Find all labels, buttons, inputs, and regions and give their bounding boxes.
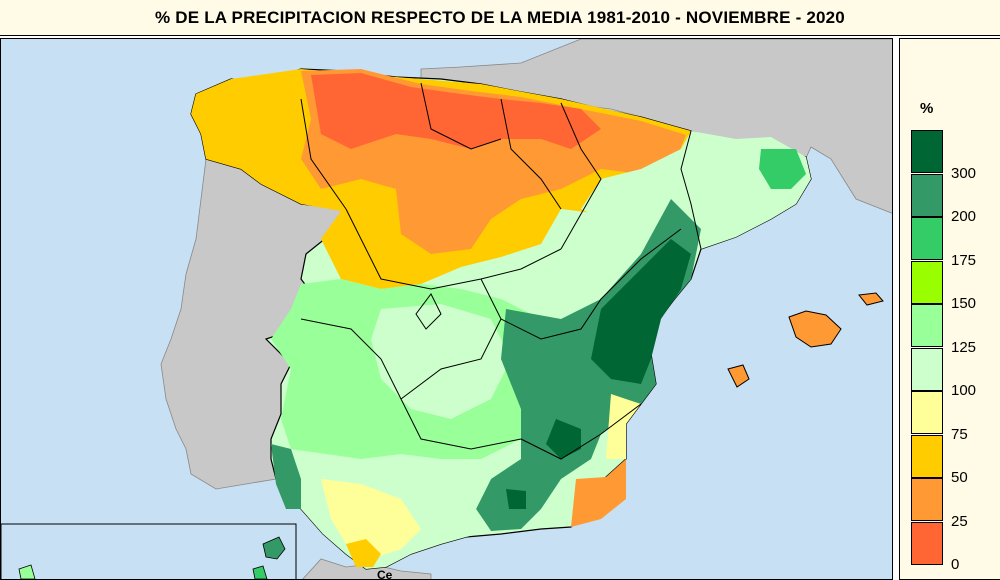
map-title: % DE LA PRECIPITACION RESPECTO DE LA MED… [155,7,845,27]
legend-label: 175 [951,251,977,269]
zone-catalonia-green [759,149,806,189]
canary-island-3 [18,564,36,579]
legend-label: 100 [951,382,977,399]
regional-borders [300,82,702,460]
legend-label: 150 [951,295,977,312]
legend-color-box [911,217,943,260]
zone-northeast-light [581,131,811,249]
legend-unit: % [920,100,934,117]
zone-central-pale [371,304,511,419]
legend-color-box [911,478,943,521]
zone-north-red [311,73,601,149]
legend-label: 0 [951,556,960,573]
legend-label: 25 [951,512,968,530]
legend-color-box [911,347,943,391]
legend-color-box [911,173,943,217]
precipitation-map: Ce [1,39,892,580]
zone-galicia-yellow [196,79,301,169]
canary-island-1 [262,536,286,560]
legend-color-box [911,260,943,304]
canary-island-2 [252,565,268,579]
zone-south-orange [346,539,381,567]
mallorca-island [788,310,842,348]
zone-murcia-darkest [546,419,581,459]
legend-label: 200 [951,208,977,225]
legend-color-box [911,521,943,565]
title-bar: % DE LA PRECIPITACION RESPECTO DE LA MED… [0,0,1000,36]
ibiza-island [727,364,750,388]
legend-color-box [911,304,943,347]
zone-almeria-darkest [506,489,526,509]
legend-label: 300 [951,164,977,182]
legend-color-box [911,391,943,434]
menorca-island [858,292,884,306]
zone-south-yellow [321,479,421,559]
legend-label: 50 [951,469,968,486]
legend-color-box [911,130,943,173]
legend-color-box [911,434,943,478]
zone-huelva-darkgreen [271,444,301,509]
zone-valencia-darkest [591,239,691,384]
canary-inset-frame [1,523,297,579]
legend-label: 125 [951,338,977,356]
legend-label: 75 [951,425,968,443]
map-frame: Ce [0,38,893,580]
zone-southeast-orange [571,459,626,527]
ceuta-label: Ce [377,568,393,580]
